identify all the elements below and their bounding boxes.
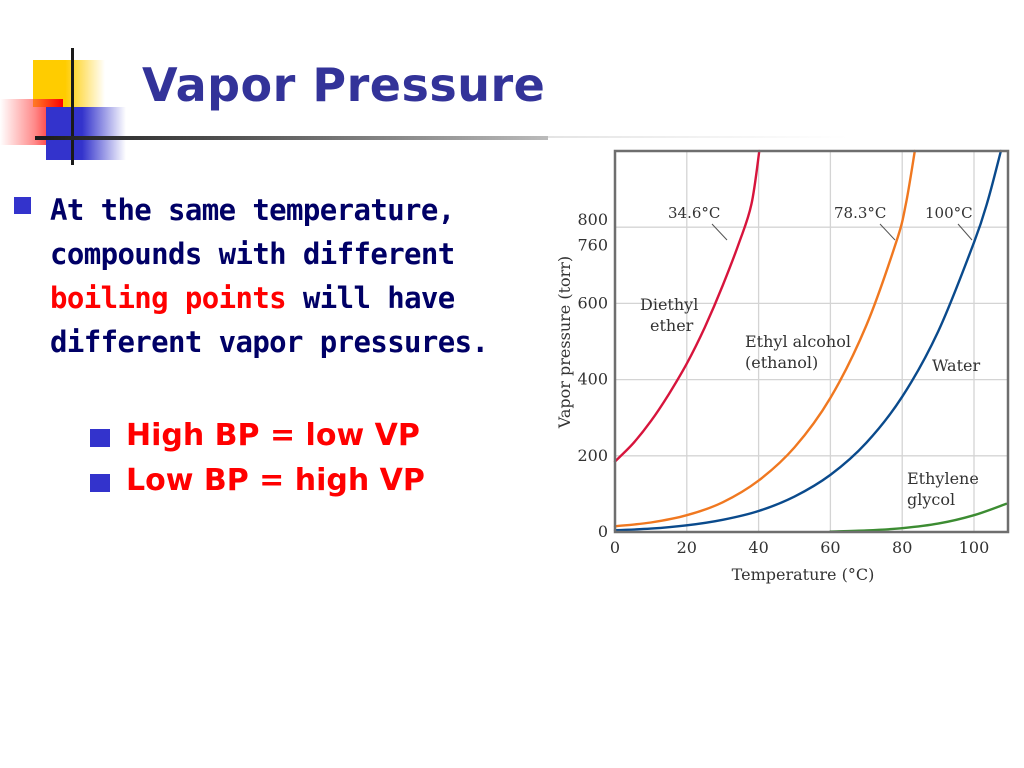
x-tick-label: 80 xyxy=(892,538,912,557)
series-label-ethanol: (ethanol) xyxy=(745,353,818,372)
y-tick-label: 200 xyxy=(577,446,608,465)
curve-ethylene-glycol xyxy=(829,502,1008,533)
bullet-text-part2: will have different vapor pressures. xyxy=(50,281,489,359)
y-tick-label: 800 xyxy=(577,210,608,229)
bullet-square-icon xyxy=(90,429,110,447)
chart-gridlines xyxy=(615,151,1008,532)
series-label-water: Water xyxy=(932,356,980,375)
boiling-point-pointer xyxy=(711,223,728,241)
boiling-point-label-diethyl-ether: 34.6°C xyxy=(668,204,720,222)
series-label-diethyl-ether: Diethyl xyxy=(640,295,698,314)
plot-frame xyxy=(613,149,1010,534)
curve-water xyxy=(613,149,1003,532)
y-tick-label: 760 xyxy=(577,235,608,254)
x-axis-title: Temperature (°C) xyxy=(732,565,875,584)
boiling-point-label-ethanol: 78.3°C xyxy=(834,204,886,222)
boiling-point-label-water: 100°C xyxy=(925,204,973,222)
curve-ethanol xyxy=(613,149,916,528)
bullet-text-part1: At the same temperature, compounds with … xyxy=(50,193,455,271)
series-label-ethylene-glycol: glycol xyxy=(907,490,955,509)
series-label-ethylene-glycol: Ethylene xyxy=(907,469,979,488)
title-underline-fade xyxy=(548,136,848,138)
curve-diethyl-ether xyxy=(613,149,761,463)
main-bullet: At the same temperature, compounds with … xyxy=(14,188,544,364)
series-labels: Diethyl ether Ethyl alcohol (ethanol) Water E… xyxy=(640,204,980,509)
decor-vertical-line xyxy=(71,48,74,165)
sub-bullet-text: Low BP = high VP xyxy=(126,463,425,498)
y-tick-label: 400 xyxy=(577,370,608,389)
bullet-square-icon xyxy=(14,197,31,214)
x-tick-label: 60 xyxy=(820,538,840,557)
x-tick-label: 40 xyxy=(748,538,768,557)
series-label-ethanol: Ethyl alcohol xyxy=(745,332,851,351)
y-axis-title: Vapor pressure (torr) xyxy=(555,256,574,429)
main-bullet-text: At the same temperature, compounds with … xyxy=(50,188,544,364)
sub-bullet-text: High BP = low VP xyxy=(126,418,420,453)
series-label-diethyl-ether: ether xyxy=(650,316,694,335)
y-tick-label: 0 xyxy=(598,522,608,541)
boiling-point-pointer xyxy=(879,223,896,241)
bullet-square-icon xyxy=(90,474,110,492)
x-tick-label: 0 xyxy=(610,538,620,557)
chart-series xyxy=(613,149,1008,533)
axis-tick-labels: 0 20 40 60 80 100 0 200 400 600 760 800 xyxy=(577,210,989,557)
slide-title: Vapor Pressure xyxy=(142,58,546,112)
x-tick-label: 20 xyxy=(677,538,697,557)
title-underline xyxy=(35,136,548,140)
decor-blue-square xyxy=(46,107,126,160)
y-tick-label: 600 xyxy=(577,293,608,312)
bullet-highlight-boiling-points: boiling points xyxy=(50,281,287,315)
x-tick-label: 100 xyxy=(959,538,990,557)
boiling-point-pointer xyxy=(957,223,973,241)
